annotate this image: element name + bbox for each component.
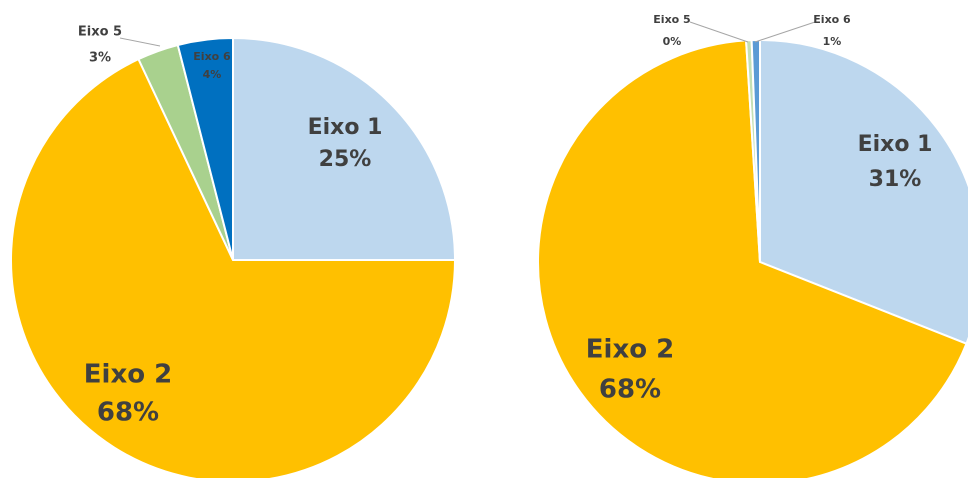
slice-label: Eixo 2 <box>586 335 674 365</box>
slice-label: Eixo 6 <box>813 13 851 26</box>
leader-line <box>119 37 161 47</box>
pie-slice <box>232 36 457 261</box>
leader-line <box>689 21 749 43</box>
slice-value: 3% <box>89 51 111 66</box>
slice-label: Eixo 6 <box>193 50 231 63</box>
slice-value: 31% <box>869 167 922 192</box>
slice-value: 0% <box>663 35 682 48</box>
slice-label: Eixo 5 <box>653 13 690 26</box>
slice-label: Eixo 2 <box>84 360 172 390</box>
pie-slice <box>537 39 968 478</box>
slice-label: Eixo 5 <box>78 25 122 40</box>
slice-value: 68% <box>97 398 159 428</box>
pie-chart: Eixo 1 31% Eixo 2 68% Eixo 5 0% Eixo 6 1% <box>537 13 968 478</box>
pie-slice <box>176 36 234 261</box>
slice-label: Eixo 1 <box>858 132 933 157</box>
pie-chart: Eixo 1 25% Eixo 2 68% Eixo 5 3% Eixo 6 4% <box>10 25 457 478</box>
pie-slice <box>10 57 457 478</box>
slice-value: 25% <box>319 147 372 172</box>
leader-line <box>754 21 816 43</box>
slice-label: Eixo 1 <box>308 115 383 140</box>
slice-value: 68% <box>599 375 661 405</box>
pie-slice <box>759 38 968 346</box>
slice-value: 4% <box>203 68 222 81</box>
slice-value: 1% <box>823 35 842 48</box>
